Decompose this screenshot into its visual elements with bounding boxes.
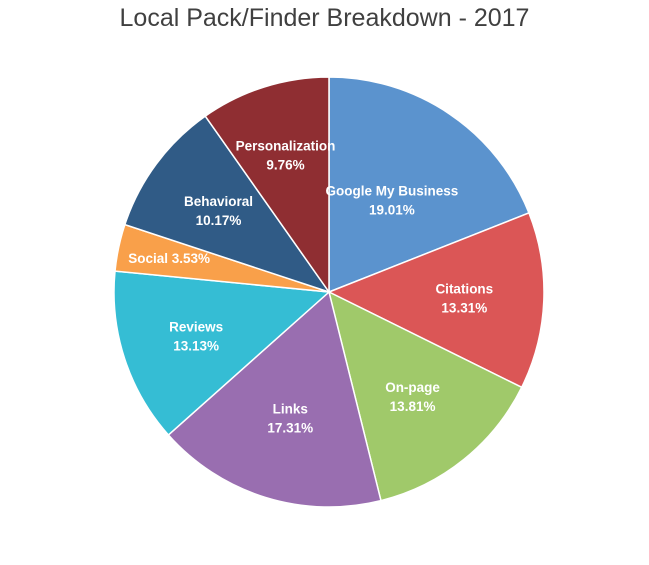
pie-slice-on-page: [327, 290, 523, 502]
pie-slice-google-my-business: [328, 76, 530, 294]
pie-slice-citations: [327, 211, 545, 389]
pie-labels: Google My Business 19.01% Citations 13.31% O…: [128, 139, 493, 436]
slice-label-social: Social 3.53%: [128, 251, 210, 266]
slice-label-behavioral: Behavioral 10.17%: [184, 194, 253, 228]
pie-slices: [113, 76, 545, 508]
chart-title: Local Pack/Finder Breakdown - 2017: [119, 4, 530, 32]
slice-label-personalization: Personalization 9.76%: [236, 139, 336, 173]
slice-label-links: Links 17.31%: [267, 401, 313, 435]
pie-slice-links: [167, 290, 382, 508]
pie-slice-behavioral: [123, 115, 331, 294]
pie-slice-personalization: [204, 76, 330, 295]
slice-label-on-page: On-page 13.81%: [385, 380, 440, 414]
slice-label-citations: Citations 13.31%: [435, 282, 493, 316]
pie-slice-reviews: [113, 270, 331, 437]
slice-label-reviews: Reviews 13.13%: [169, 319, 223, 353]
slice-label-google-my-business: Google My Business 19.01%: [325, 184, 458, 218]
